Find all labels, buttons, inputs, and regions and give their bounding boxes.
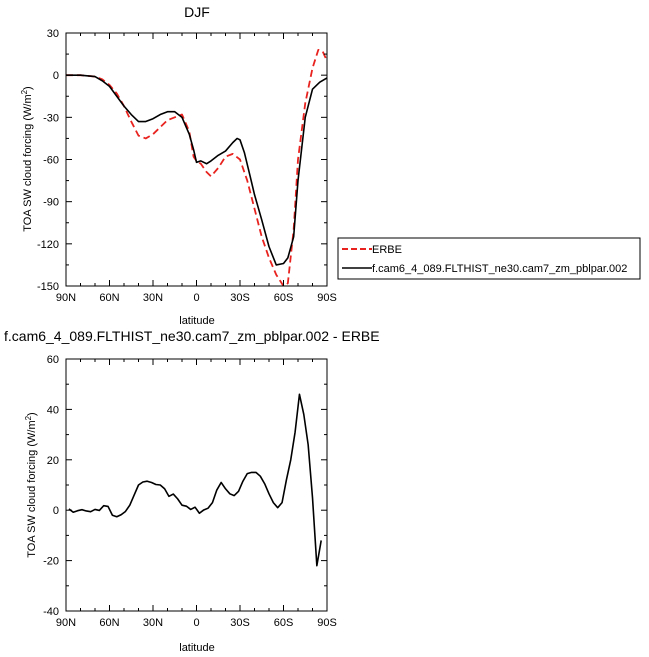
bottom-chart-y-tick-label: 40 bbox=[47, 404, 59, 416]
bottom-chart-x-tick-label: 30S bbox=[230, 617, 250, 629]
bottom-chart-ylabel: TOA SW cloud forcing (W/m2) bbox=[24, 412, 38, 557]
bottom-chart-x-tick-label: 0 bbox=[193, 617, 199, 629]
bottom-chart-series-line-1 bbox=[68, 393, 322, 567]
top-chart-x-tick-label: 30N bbox=[143, 292, 163, 304]
top-chart-x-tick-label: 60S bbox=[274, 292, 294, 304]
top-chart-x-tick-label: 0 bbox=[193, 292, 199, 304]
bottom-chart-x-tick-label: 90S bbox=[317, 617, 337, 629]
top-chart-y-tick-label: -30 bbox=[43, 112, 59, 124]
top-chart-title: DJF bbox=[184, 4, 210, 20]
bottom-chart-x-tick-label: 30N bbox=[143, 617, 163, 629]
bottom-chart: f.cam6_4_089.FLTHIST_ne30.cam7_zm_pblpar… bbox=[4, 328, 380, 654]
top-chart-x-tick-label: 90N bbox=[56, 292, 76, 304]
bottom-chart-y-tick-label: 60 bbox=[47, 354, 59, 366]
bottom-chart-ylabel-close: ) bbox=[26, 412, 38, 416]
top-chart-x-tick-label: 30S bbox=[230, 292, 250, 304]
top-chart-y-tick-label: 0 bbox=[53, 70, 59, 82]
bottom-chart-plot: 90N 60N 30N 0 30S 60S 90S 60 40 20 0 -20 -40 bbox=[43, 354, 337, 629]
top-chart-x-tick-label: 90S bbox=[317, 292, 337, 304]
bottom-chart-x-tick-label: 90N bbox=[56, 617, 76, 629]
top-chart-y-tick-label: -120 bbox=[37, 239, 59, 251]
top-chart-ylabel: TOA SW cloud forcing (W/m2) bbox=[20, 86, 34, 231]
legend-box bbox=[337, 237, 641, 280]
bottom-chart-ylabel-sup: 2 bbox=[24, 415, 33, 420]
bottom-chart-x-tick-label: 60N bbox=[99, 617, 119, 629]
legend: ERBE f.cam6_4_089.FLTHIST_ne30.cam7_zm_p… bbox=[337, 237, 641, 280]
bottom-chart-y-tick-label: -20 bbox=[43, 556, 59, 568]
bottom-chart-plot-frame bbox=[65, 358, 328, 612]
top-chart-series-line-2 bbox=[66, 74, 327, 266]
bottom-chart-xlabel: latitude bbox=[179, 642, 214, 654]
bottom-chart-x-tick-label: 60S bbox=[274, 617, 294, 629]
top-chart-x-tick-label: 60N bbox=[99, 292, 119, 304]
bottom-chart-title: f.cam6_4_089.FLTHIST_ne30.cam7_zm_pblpar… bbox=[4, 328, 380, 344]
bottom-chart-ylabel-main: TOA SW cloud forcing (W/m bbox=[26, 420, 38, 557]
legend-label-erbe: ERBE bbox=[372, 244, 402, 256]
bottom-chart-y-tick-label: 0 bbox=[53, 505, 59, 517]
bottom-chart-y-tick-label: 20 bbox=[47, 455, 59, 467]
top-chart-y-tick-label: 30 bbox=[47, 28, 59, 40]
top-chart-ylabel-close: ) bbox=[22, 86, 34, 90]
top-chart-plot: 90N 60N 30N 0 30S 60S 90S 30 0 -30 -60 -90 -120 -150 bbox=[37, 28, 337, 304]
legend-label-model: f.cam6_4_089.FLTHIST_ne30.cam7_zm_pblpar… bbox=[372, 263, 627, 275]
top-chart-y-tick-label: -60 bbox=[43, 155, 59, 167]
bottom-chart-y-tick-label: -40 bbox=[43, 606, 59, 618]
top-chart-y-tick-label: -150 bbox=[37, 281, 59, 293]
top-chart-xlabel: latitude bbox=[179, 315, 214, 327]
top-chart-series-line-1 bbox=[66, 48, 327, 286]
top-chart-y-tick-label: -90 bbox=[43, 197, 59, 209]
top-chart: DJF 90N 60N 30N 0 30S 60S 90S 30 0 -30 -60 -90 -120 -… bbox=[20, 4, 337, 327]
top-chart-ylabel-main: TOA SW cloud forcing (W/m bbox=[22, 94, 34, 231]
top-chart-ylabel-sup: 2 bbox=[20, 89, 29, 94]
